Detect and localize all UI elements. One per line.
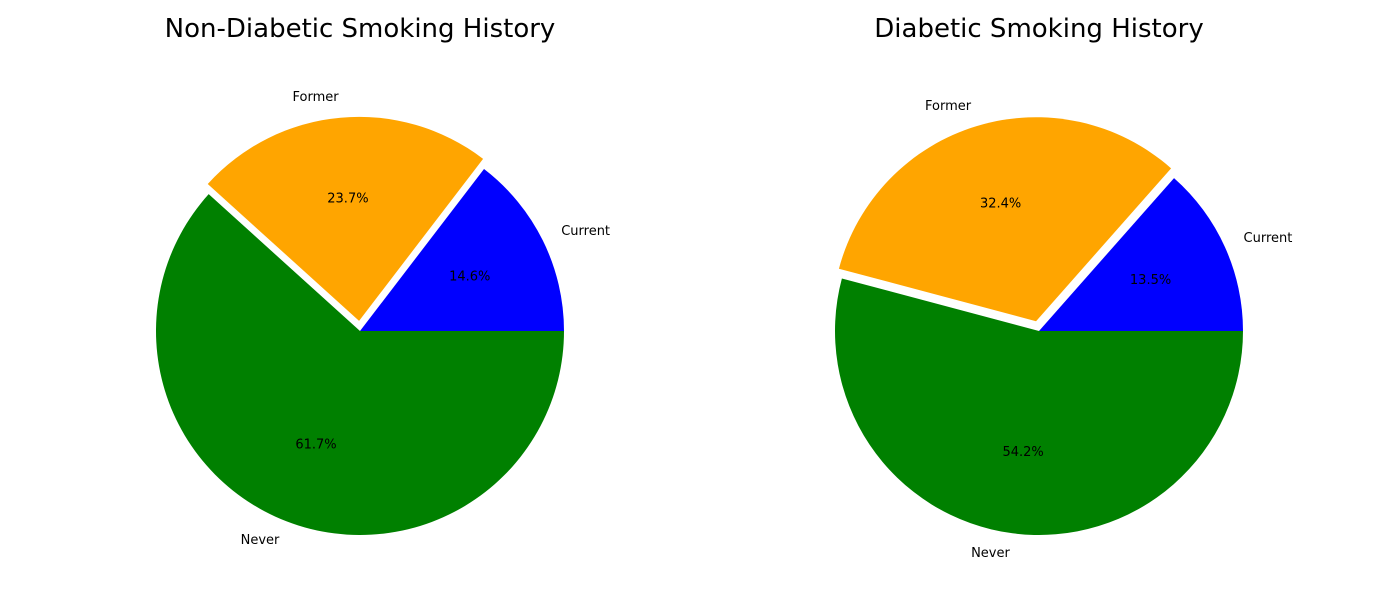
slice-label-diabetic-current: Current [1244, 231, 1293, 246]
pie-slices-diabetic [835, 117, 1243, 536]
pct-label-diabetic-current: 13.5% [1130, 273, 1171, 288]
pie-slice-diabetic-former [838, 117, 1172, 322]
slice-label-non-diabetic-former: Former [293, 90, 340, 105]
pie-chart-non-diabetic: Non-Diabetic Smoking History Current 14.6… [156, 14, 610, 548]
pie-slice-diabetic-current [1039, 178, 1243, 331]
pie-labels-diabetic: Current 13.5% Former 32.4% Never 54.2% [925, 99, 1292, 561]
slice-label-non-diabetic-never: Never [241, 533, 280, 548]
pct-label-diabetic-former: 32.4% [980, 197, 1021, 212]
chart-title-non-diabetic: Non-Diabetic Smoking History [165, 14, 556, 44]
pie-slice-non-diabetic-never [156, 194, 565, 535]
slice-label-diabetic-former: Former [925, 99, 972, 114]
pct-label-non-diabetic-never: 61.7% [295, 438, 336, 453]
slice-label-diabetic-never: Never [971, 546, 1010, 561]
pie-slices-non-diabetic [156, 116, 565, 535]
pie-labels-non-diabetic: Current 14.6% Former 23.7% Never 61.7% [241, 90, 610, 548]
pct-label-non-diabetic-current: 14.6% [449, 269, 490, 284]
slice-label-non-diabetic-current: Current [561, 224, 610, 239]
chart-title-diabetic: Diabetic Smoking History [874, 14, 1203, 44]
pie-chart-diabetic: Diabetic Smoking History Current 13.5% For… [835, 14, 1292, 561]
pie-slice-non-diabetic-current [360, 169, 564, 331]
pie-slice-diabetic-never [835, 278, 1243, 536]
pct-label-diabetic-never: 54.2% [1002, 445, 1043, 460]
pie-slice-non-diabetic-former [207, 116, 484, 321]
pct-label-non-diabetic-former: 23.7% [327, 191, 368, 206]
